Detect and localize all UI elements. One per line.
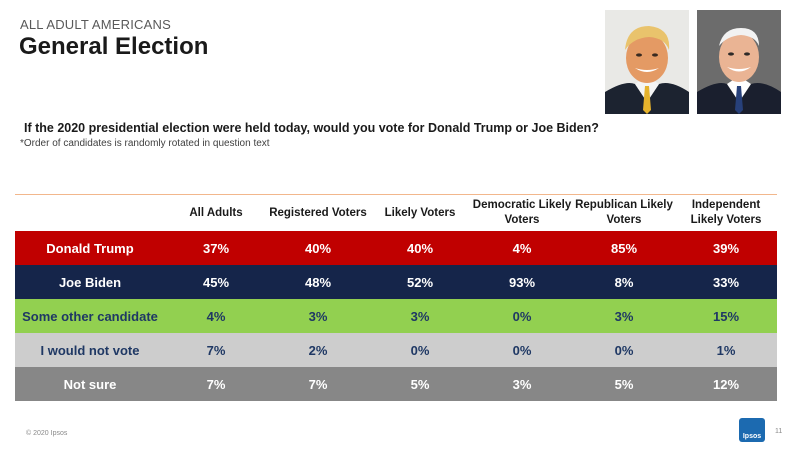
column-header: Registered Voters	[269, 206, 367, 219]
table-cell: 12%	[712, 376, 740, 392]
row-label: Donald Trump	[46, 240, 134, 256]
row-label: Some other candidate	[22, 308, 158, 324]
table-row-biden: Joe Biden 45% 48% 52% 93% 8% 33%	[15, 265, 777, 299]
table-cell: 3%	[308, 308, 328, 324]
question-text: If the 2020 presidential election were h…	[24, 121, 599, 135]
table-cell: 7%	[206, 376, 226, 392]
table-row-not-sure: Not sure 7% 7% 5% 3% 5% 12%	[15, 367, 777, 401]
table-cell: 39%	[712, 240, 740, 256]
table-row-trump: Donald Trump 37% 40% 40% 4% 85% 39%	[15, 231, 777, 265]
table-cell: 4%	[206, 308, 226, 324]
table-cell: 48%	[304, 274, 332, 290]
table-cell: 40%	[406, 240, 434, 256]
copyright-footer: © 2020 Ipsos	[26, 430, 68, 437]
table-cell: 85%	[610, 240, 638, 256]
table-cell: 5%	[614, 376, 634, 392]
table-header: All Adults Registered Voters Likely Vote…	[15, 195, 777, 231]
table-cell: 3%	[410, 308, 430, 324]
row-label: I would not vote	[40, 342, 140, 358]
table-cell: 7%	[206, 342, 226, 358]
table-cell: 37%	[202, 240, 230, 256]
results-table: All Adults Registered Voters Likely Vote…	[15, 194, 777, 401]
slide-title: General Election	[19, 33, 209, 60]
table-cell: 52%	[406, 274, 434, 290]
table-cell: 0%	[512, 342, 532, 358]
ipsos-logo: Ipsos	[739, 418, 765, 442]
table-cell: 3%	[614, 308, 634, 324]
table-cell: 15%	[712, 308, 740, 324]
page-number: 11	[775, 428, 783, 435]
table-cell: 40%	[304, 240, 332, 256]
table-cell: 4%	[512, 240, 532, 256]
column-header: Republican Likely Voters	[575, 199, 673, 226]
slide-eyebrow: ALL ADULT AMERICANS	[20, 17, 171, 32]
table-cell: 0%	[614, 342, 634, 358]
table-cell: 0%	[410, 342, 430, 358]
column-header: Likely Voters	[384, 206, 456, 219]
table-cell: 5%	[410, 376, 430, 392]
biden-portrait	[697, 10, 781, 114]
question-note: *Order of candidates is randomly rotated…	[20, 138, 270, 149]
table-cell: 8%	[614, 274, 634, 290]
column-header: Democratic Likely Voters	[472, 199, 572, 226]
table-cell: 93%	[508, 274, 536, 290]
table-cell: 3%	[512, 376, 532, 392]
table-row-would-not-vote: I would not vote 7% 2% 0% 0% 0% 1%	[15, 333, 777, 367]
row-label: Not sure	[63, 376, 117, 392]
row-label: Joe Biden	[58, 274, 122, 290]
column-header: Independent Likely Voters	[690, 199, 762, 226]
table-row-other-candidate: Some other candidate 4% 3% 3% 0% 3% 15%	[15, 299, 777, 333]
column-header: All Adults	[189, 206, 243, 219]
table-cell: 33%	[712, 274, 740, 290]
table-cell: 1%	[716, 342, 736, 358]
table-cell: 45%	[202, 274, 230, 290]
table-cell: 7%	[308, 376, 328, 392]
table-cell: 2%	[308, 342, 328, 358]
trump-portrait	[605, 10, 689, 114]
table-cell: 0%	[512, 308, 532, 324]
